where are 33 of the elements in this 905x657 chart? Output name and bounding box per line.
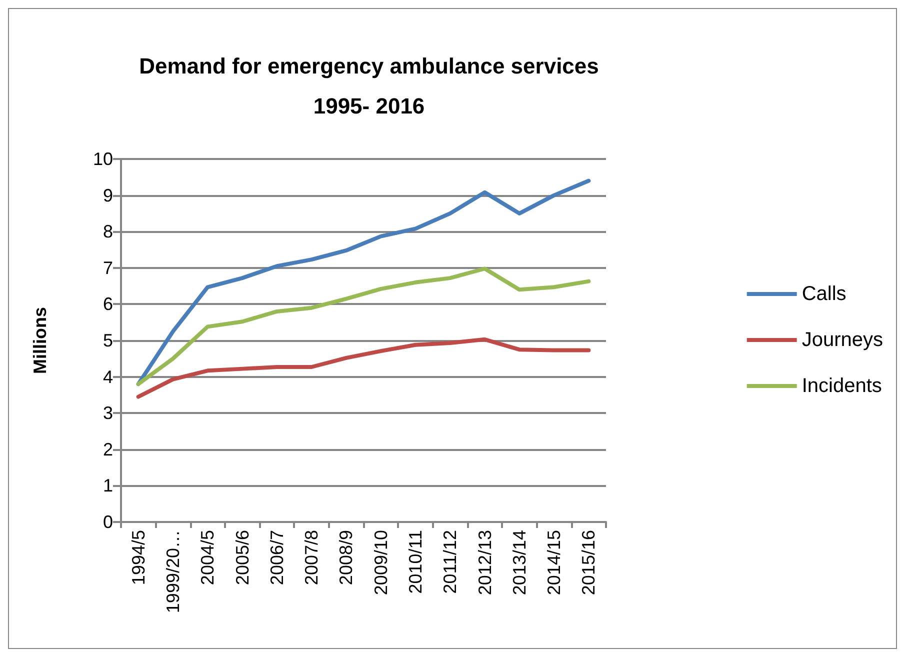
x-tick-label: 2010/11 <box>405 530 426 594</box>
line-series <box>136 337 591 399</box>
y-tick-label: 10 <box>92 149 113 169</box>
x-tick-label: 1999/20… <box>162 530 183 614</box>
chart-title: Demand for emergency ambulance services 1995- 2016 <box>139 54 599 118</box>
line-series <box>136 178 591 386</box>
x-tick-label: 2011/12 <box>440 530 460 594</box>
y-tick-label: 4 <box>102 366 113 387</box>
y-tick-label: 5 <box>102 330 113 350</box>
y-tick-label: 8 <box>102 222 113 242</box>
x-tick-label: 2006/7 <box>266 530 287 586</box>
x-tick-label: 2008/9 <box>336 530 356 586</box>
x-tick-label: 1994/5 <box>128 530 148 586</box>
legend-label: Incidents <box>802 375 882 397</box>
y-tick-label: 7 <box>102 258 113 278</box>
y-tick-label: 1 <box>102 476 113 496</box>
x-tick-label: 2007/8 <box>302 530 322 586</box>
x-tick-label: 2004/5 <box>198 530 218 586</box>
line-series <box>136 266 591 386</box>
y-tick-label: 3 <box>102 403 113 424</box>
legend-label: Calls <box>802 283 846 305</box>
y-tick-label: 9 <box>102 185 113 206</box>
y-tick-label: 0 <box>102 512 113 532</box>
x-tick-label: 2009/10 <box>370 530 391 596</box>
x-tick-label: 2005/6 <box>232 530 252 586</box>
x-tick-label: 2012/13 <box>474 530 495 596</box>
y-tick-label: 2 <box>102 439 113 460</box>
y-axis-title: Millions <box>30 307 50 374</box>
x-tick-label: 2014/15 <box>544 530 564 596</box>
y-tick-label: 6 <box>102 294 113 314</box>
x-tick-label: 2015/16 <box>578 530 599 596</box>
legend-label: Journeys <box>802 329 884 351</box>
x-tick-label: 2013/14 <box>509 530 530 596</box>
